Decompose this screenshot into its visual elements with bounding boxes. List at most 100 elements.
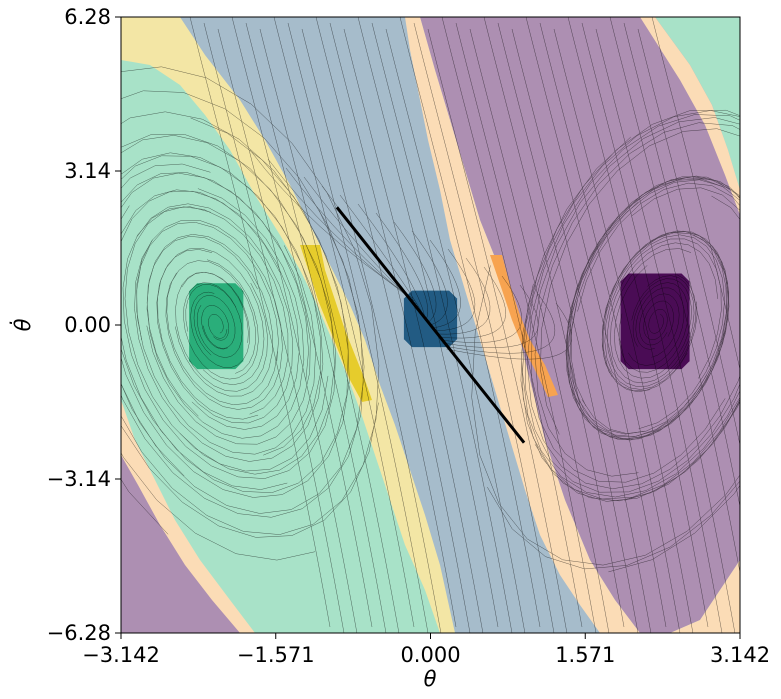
- y-tick-label: −6.28: [47, 621, 111, 645]
- streamline: [245, 22, 387, 633]
- streamline: [157, 247, 265, 420]
- streamline: [567, 175, 740, 501]
- yellow-separatrix-band: [300, 245, 372, 402]
- streamline: [121, 66, 380, 535]
- attractor-regions: [189, 273, 690, 370]
- streamline: [595, 28, 736, 633]
- y-tick-label: 6.28: [64, 5, 111, 29]
- streamline: [413, 22, 555, 633]
- streamline: [121, 190, 300, 490]
- streamline: [637, 28, 740, 447]
- streamline: [623, 22, 740, 508]
- x-tick-label: −3.142: [82, 643, 160, 667]
- streamline: [121, 135, 336, 479]
- streamline: [121, 111, 349, 535]
- streamline: [121, 90, 364, 514]
- streamline: [567, 17, 709, 628]
- streamline: [483, 17, 625, 628]
- streamline: [393, 221, 437, 323]
- streamline: [217, 28, 358, 633]
- streamline: [121, 152, 379, 538]
- y-tick-label: 0.00: [64, 313, 111, 337]
- streamline: [511, 28, 652, 633]
- streamline: [427, 28, 568, 633]
- streamline: [124, 206, 329, 472]
- streamline: [444, 293, 556, 354]
- streamline: [259, 28, 400, 633]
- streamline: [487, 122, 740, 570]
- purple-corner-left: [121, 430, 250, 633]
- streamline: [136, 220, 283, 410]
- y-axis-ticks: 6.28 3.14 0.00 −3.14 −6.28: [47, 5, 121, 645]
- streamline: [385, 28, 526, 633]
- plot-area: [121, 17, 740, 633]
- streamline: [441, 17, 583, 628]
- separatrix-line: [335, 206, 526, 444]
- streamline: [339, 194, 423, 314]
- streamline: [610, 248, 695, 384]
- streamline: [121, 155, 324, 462]
- yellow-ribbon-left: [121, 17, 455, 633]
- streamline: [618, 282, 689, 373]
- x-tick-label: 0.000: [400, 643, 460, 667]
- mint-corner-right: [655, 17, 740, 190]
- streamline: [469, 28, 610, 633]
- x-tick-label: −1.571: [237, 643, 315, 667]
- trajectory-streamlines: [121, 17, 740, 633]
- streamline: [136, 203, 293, 424]
- streamline: [497, 22, 639, 633]
- streamline: [539, 22, 681, 633]
- purple-attractor-region: [620, 273, 690, 370]
- streamline: [614, 265, 692, 379]
- streamline: [525, 17, 667, 628]
- streamline: [357, 17, 499, 628]
- streamline: [146, 234, 273, 417]
- streamline: [648, 308, 668, 334]
- streamline: [446, 302, 572, 360]
- streamline: [185, 284, 243, 358]
- streamline: [442, 284, 539, 348]
- streamline: [287, 22, 429, 633]
- streamline: [455, 22, 597, 633]
- streamline: [375, 212, 428, 320]
- streamline: [267, 158, 415, 302]
- streamline: [175, 271, 268, 392]
- streamline: [520, 179, 740, 502]
- streamline: [136, 222, 316, 455]
- streamline: [343, 28, 484, 633]
- y-axis-label: θ̇: [9, 318, 35, 331]
- streamline: [522, 109, 740, 498]
- streamline: [121, 172, 365, 518]
- streamline: [285, 167, 417, 305]
- streamline: [440, 275, 522, 343]
- streamline: [566, 178, 730, 441]
- streamline: [166, 260, 278, 406]
- streamline: [201, 305, 230, 350]
- streamline: [146, 188, 305, 439]
- streamline: [193, 295, 236, 356]
- x-tick-label: 3.142: [710, 643, 770, 667]
- streamline: [607, 242, 719, 387]
- streamline: [524, 110, 740, 493]
- streamline: [181, 271, 250, 368]
- streamline: [651, 17, 740, 371]
- green-attractor-region: [189, 283, 244, 370]
- streamline: [603, 234, 725, 430]
- x-tick-label: 1.571: [555, 643, 615, 667]
- streamline: [301, 28, 442, 633]
- streamline: [203, 22, 345, 633]
- x-axis-ticks: −3.142 −1.571 0.000 1.571 3.142: [82, 633, 770, 667]
- purple-basin-right: [420, 17, 740, 633]
- streamline: [371, 22, 513, 633]
- streamline: [609, 17, 740, 574]
- streamline: [273, 17, 415, 628]
- streamline: [627, 287, 685, 366]
- streamline: [534, 177, 740, 502]
- streamline: [357, 203, 425, 317]
- streamline: [121, 117, 350, 498]
- peach-bottom-right: [670, 560, 740, 633]
- streamline: [121, 134, 335, 561]
- peach-ribbon-right: [405, 17, 640, 633]
- streamline: [183, 259, 259, 380]
